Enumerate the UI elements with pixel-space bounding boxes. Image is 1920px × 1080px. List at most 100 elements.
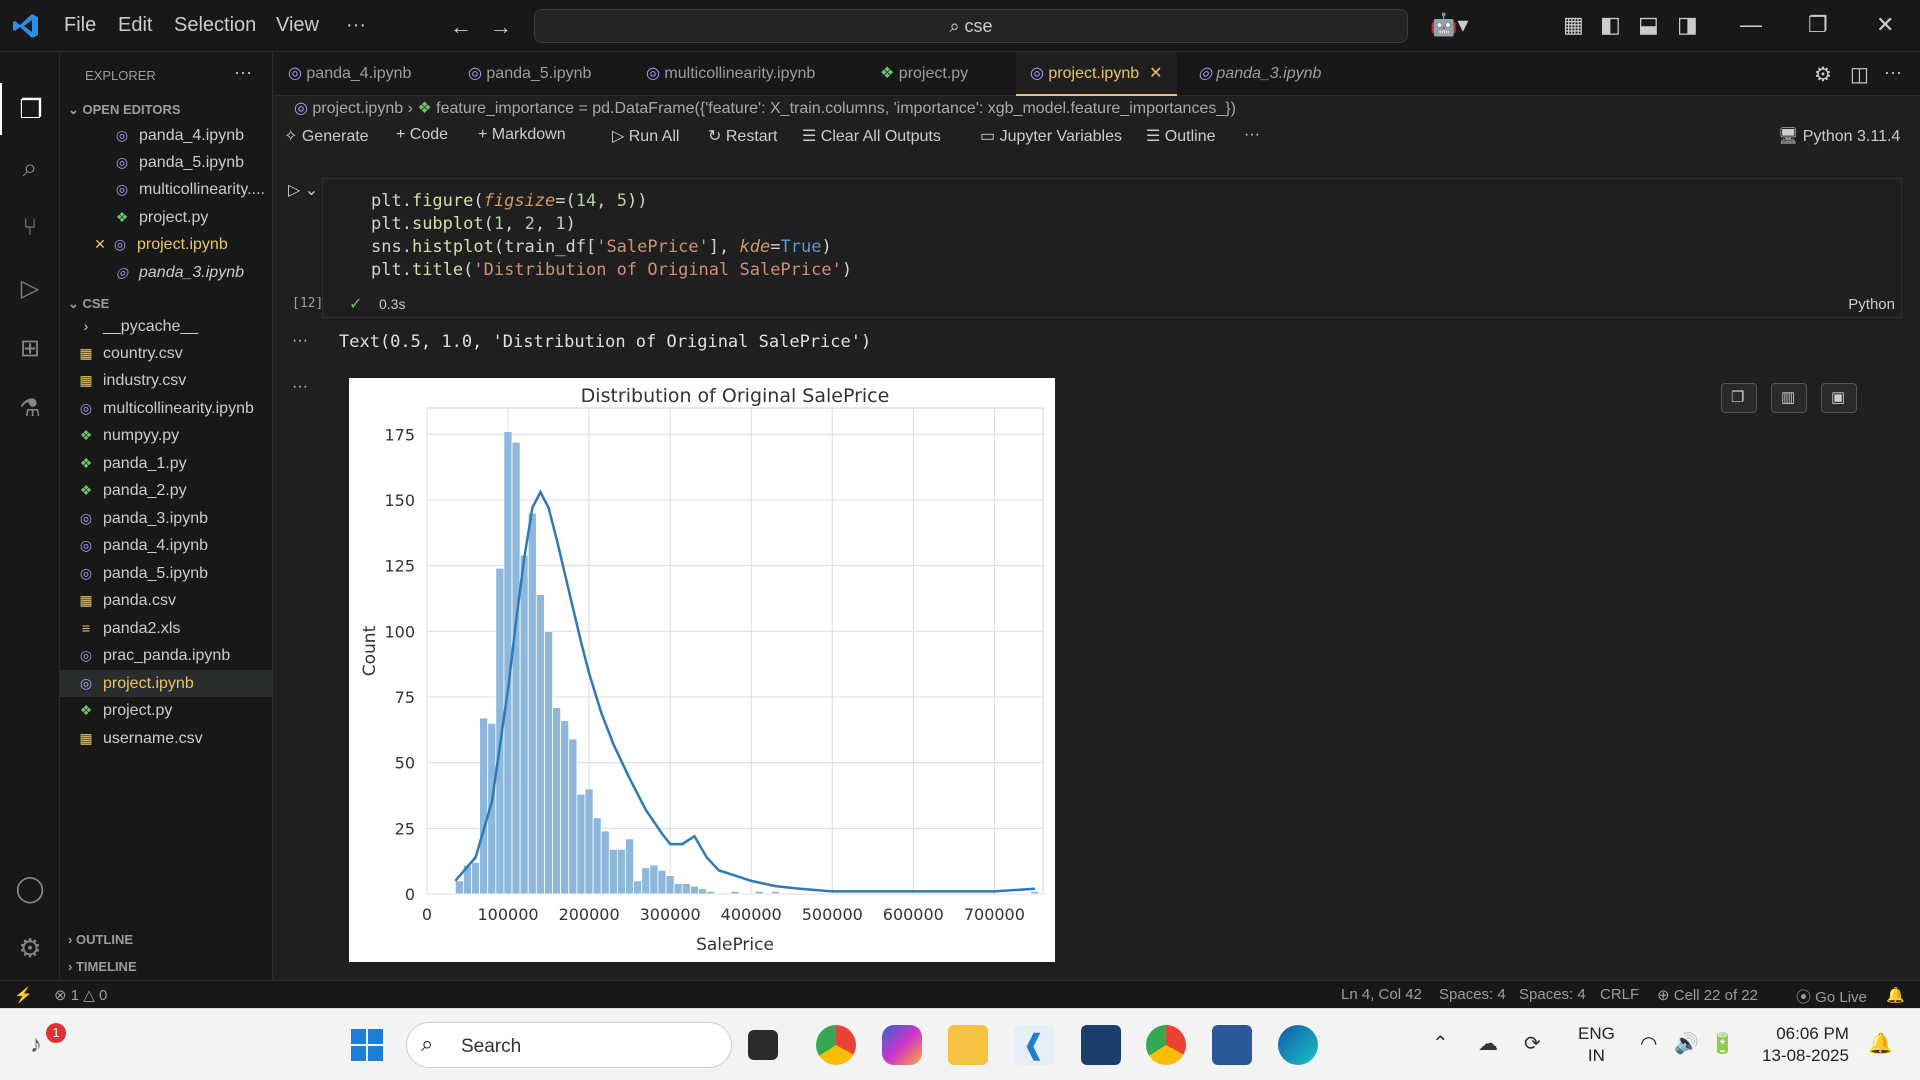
chrome-icon[interactable]	[816, 1025, 856, 1065]
word-icon[interactable]	[1212, 1025, 1252, 1065]
close-icon[interactable]: ✕	[1876, 12, 1895, 37]
bell-icon[interactable]: 🔔	[1886, 987, 1905, 1004]
outline-section[interactable]: › OUTLINE	[68, 932, 134, 947]
file-item-selected[interactable]: ◎ project.ipynb	[60, 670, 273, 697]
open-editor-item[interactable]: ◎ panda_3.ipynb	[115, 264, 244, 281]
testing-icon[interactable]: ⚗	[19, 394, 41, 422]
file-item[interactable]: ▦ panda.csv	[79, 592, 176, 609]
open-editor-item[interactable]: ◎ multicollinearity....	[115, 181, 265, 198]
menu-file[interactable]: File	[64, 14, 97, 36]
notification-icon[interactable]: ♪ 1	[30, 1023, 66, 1059]
open-editor-item[interactable]: ◎ panda_4.ipynb	[115, 127, 244, 144]
volume-icon[interactable]: 🔊	[1674, 1033, 1699, 1055]
toggle-secondary-sidebar-icon[interactable]: ◨	[1677, 12, 1698, 37]
toggle-panel-icon[interactable]: ⬓	[1638, 12, 1659, 37]
output-more-icon[interactable]: ···	[292, 332, 308, 349]
account-icon[interactable]: ◯	[15, 872, 45, 903]
add-code-button[interactable]: + Code	[396, 126, 449, 143]
tab-project-ipynb[interactable]: ◎ project.ipynb ✕	[1016, 52, 1177, 96]
source-control-icon[interactable]: ⑂	[22, 214, 38, 241]
chevron-up-icon[interactable]: ⌃	[1432, 1033, 1449, 1055]
file-item[interactable]: › __pycache__	[83, 318, 199, 335]
sync-icon[interactable]: ⟳	[1524, 1033, 1541, 1055]
go-live-button[interactable]: ⦿ Go Live	[1796, 989, 1867, 1006]
file-item[interactable]: ▦ country.csv	[79, 345, 183, 362]
menu-selection[interactable]: Selection	[174, 14, 257, 36]
notification-bell-icon[interactable]: 🔔	[1868, 1033, 1893, 1055]
open-editor-item[interactable]: ◎ panda_5.ipynb	[115, 154, 244, 171]
code-cell[interactable]: plt.figure(figsize=(14, 5)) plt.subplot(…	[322, 178, 1902, 318]
open-editors-header[interactable]: ⌄ OPEN EDITORS	[68, 102, 181, 117]
indentation-2[interactable]: Spaces: 4	[1519, 986, 1586, 1003]
tab-multicollinearity[interactable]: ◎ multicollinearity.ipynb	[646, 65, 816, 82]
more-actions-icon[interactable]: ···	[1884, 62, 1902, 82]
plot-viewer-icon[interactable]: ▥	[1771, 383, 1807, 413]
layout-icon[interactable]: ▦	[1563, 12, 1584, 37]
close-tab-icon[interactable]: ✕	[1149, 65, 1163, 82]
toggle-sidebar-icon[interactable]: ◧	[1600, 12, 1621, 37]
breadcrumb-file[interactable]: project.ipynb	[312, 100, 404, 117]
jupyter-variables-button[interactable]: ▭ Jupyter Variables	[980, 128, 1122, 145]
folder-header[interactable]: ⌄ CSE	[68, 296, 110, 311]
battery-icon[interactable]: 🔋	[1710, 1033, 1735, 1055]
file-item[interactable]: ◎ multicollinearity.ipynb	[79, 400, 254, 417]
outline-button[interactable]: ☰ Outline	[1146, 128, 1216, 145]
settings-gear-icon[interactable]: ⚙	[18, 932, 42, 963]
file-item[interactable]: ◎ panda_4.ipynb	[79, 537, 208, 554]
clock[interactable]: 06:06 PM 13-08-2025	[1762, 1024, 1849, 1065]
indentation-1[interactable]: Spaces: 4	[1439, 986, 1506, 1003]
run-debug-icon[interactable]: ▷	[20, 274, 40, 302]
file-item[interactable]: ▦ username.csv	[79, 730, 203, 747]
search-icon[interactable]: ⌕	[22, 152, 38, 182]
file-item[interactable]: ❖ project.py	[79, 702, 173, 719]
language-indicator[interactable]: ENG IN	[1578, 1024, 1615, 1065]
file-item[interactable]: ◎ prac_panda.ipynb	[79, 647, 231, 664]
file-item[interactable]: ▦ industry.csv	[79, 372, 187, 389]
settings-gear-icon[interactable]: ⚙	[1814, 64, 1832, 86]
command-center-search[interactable]: ⌕ cse	[534, 9, 1408, 43]
back-arrow-icon[interactable]: ←	[450, 14, 472, 39]
prime-video-icon[interactable]	[1081, 1025, 1121, 1065]
output-more-icon[interactable]: ···	[292, 378, 308, 395]
forward-arrow-icon[interactable]: →	[490, 14, 512, 39]
vscode-taskbar-icon[interactable]: ❰	[1014, 1025, 1054, 1065]
menu-view[interactable]: View	[276, 14, 319, 36]
split-editor-icon[interactable]: ◫	[1850, 64, 1869, 86]
explorer-icon[interactable]: ❐	[0, 83, 60, 135]
restart-button[interactable]: ↻ Restart	[708, 128, 778, 145]
wifi-icon[interactable]: ◠	[1640, 1033, 1658, 1055]
save-output-icon[interactable]: ▣	[1821, 383, 1857, 413]
file-item[interactable]: ◎ panda_5.ipynb	[79, 565, 208, 582]
timeline-section[interactable]: › TIMELINE	[68, 959, 137, 974]
cursor-position[interactable]: Ln 4, Col 42	[1341, 986, 1422, 1003]
file-item[interactable]: ❖ panda_1.py	[79, 455, 187, 472]
remote-icon[interactable]: ⚡	[14, 987, 33, 1004]
restore-icon[interactable]: ❐	[1808, 12, 1828, 37]
tab-panda-4[interactable]: ◎ panda_4.ipynb	[288, 65, 412, 82]
file-explorer-icon[interactable]	[948, 1025, 988, 1065]
eol-indicator[interactable]: CRLF	[1600, 986, 1640, 1003]
more-actions-icon[interactable]: ···	[234, 62, 252, 82]
file-item[interactable]: ◎ panda_3.ipynb	[79, 510, 208, 527]
open-editor-item[interactable]: ❖ project.py	[115, 209, 209, 226]
breadcrumb-symbol[interactable]: feature_importance = pd.DataFrame({'feat…	[436, 100, 1236, 117]
edge-icon[interactable]	[1278, 1025, 1318, 1065]
file-item[interactable]: ❖ numpyy.py	[79, 427, 180, 444]
chrome-profile-icon[interactable]	[1146, 1025, 1186, 1065]
run-all-button[interactable]: ▷ Run All	[612, 128, 680, 145]
tab-project-py[interactable]: ❖ project.py	[880, 65, 969, 82]
onedrive-icon[interactable]: ☁	[1478, 1033, 1498, 1055]
problems-indicator[interactable]: ⊗ 1 △ 0	[54, 987, 108, 1004]
cell-language[interactable]: Python	[1848, 296, 1895, 313]
task-view-icon[interactable]	[748, 1030, 778, 1060]
taskbar-search[interactable]: ⌕ Search	[406, 1022, 732, 1068]
minimize-icon[interactable]: —	[1740, 12, 1762, 37]
tab-panda-5[interactable]: ◎ panda_5.ipynb	[468, 65, 592, 82]
copilot-app-icon[interactable]	[882, 1025, 922, 1065]
tab-panda-3[interactable]: ◎ panda_3.ipynb	[1198, 65, 1322, 82]
run-cell-icon[interactable]: ▷ ⌄	[288, 182, 319, 199]
copilot-icon[interactable]: 🤖▾	[1430, 12, 1469, 37]
cell-indicator[interactable]: ⊕ Cell 22 of 22	[1657, 987, 1758, 1004]
extensions-icon[interactable]: ⊞	[19, 334, 41, 362]
file-item[interactable]: ❖ panda_2.py	[79, 482, 187, 499]
